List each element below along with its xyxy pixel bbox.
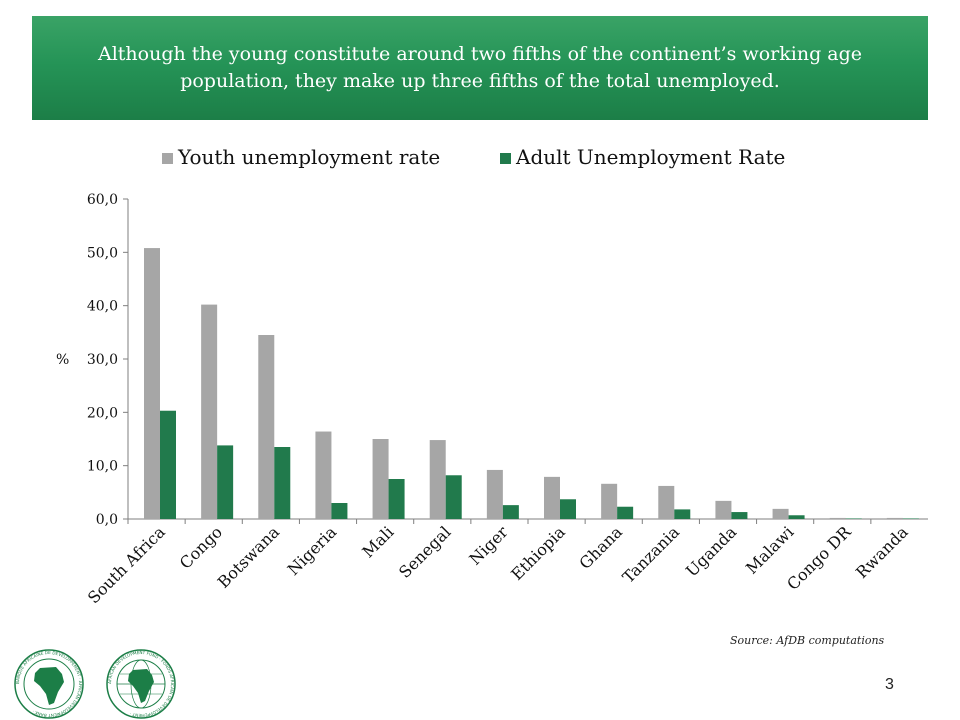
x-tick-label: Rwanda [852, 522, 912, 582]
youth-bar [258, 335, 275, 519]
afdb-logo: BANQUE AFRICAINE DE DEVELOPPEMENT · AFRI… [14, 649, 84, 719]
x-tick-label: Niger [465, 522, 512, 569]
y-tick-label: 0,0 [96, 512, 118, 528]
x-tick-label: Ghana [575, 522, 626, 573]
youth-bar [601, 483, 618, 519]
youth-bar [886, 517, 903, 519]
youth-bar [829, 517, 846, 519]
y-tick-label: 20,0 [87, 405, 118, 421]
adult-bar [388, 479, 405, 519]
page-number: 3 [885, 676, 894, 693]
adult-bar [845, 518, 862, 519]
x-tick-label: Nigeria [284, 522, 341, 579]
youth-bar [544, 476, 560, 519]
y-tick-label: 50,0 [87, 245, 118, 261]
youth-bar [372, 439, 389, 519]
youth-bar [486, 469, 503, 519]
adult-bar [217, 445, 234, 519]
y-tick-label: 10,0 [87, 459, 118, 475]
adult-bar [617, 506, 634, 519]
legend-swatch [162, 153, 173, 164]
legend-label: Youth unemployment rate [177, 145, 440, 169]
x-tick-label: Malawi [742, 522, 797, 577]
legend-swatch [500, 153, 511, 164]
legend-label: Adult Unemployment Rate [515, 145, 785, 169]
youth-bar [315, 431, 332, 519]
source-note: Source: AfDB computations [730, 634, 885, 647]
youth-bar [144, 248, 160, 520]
adult-bar [560, 499, 576, 519]
x-tick-label: Botswana [214, 522, 284, 592]
youth-bar [429, 440, 446, 519]
x-tick-label: Congo [176, 522, 226, 572]
bar-chart: Youth unemployment rate Adult Unemploymen… [56, 145, 928, 607]
x-tick-label: South Africa [84, 522, 169, 607]
youth-bar [772, 508, 789, 519]
adult-bar [502, 505, 519, 519]
banner-line-1: Although the young constitute around two… [97, 43, 863, 65]
banner-title: Although the young constitute around two… [98, 41, 862, 95]
title-banner: Although the young constitute around two… [32, 16, 928, 120]
x-tick-label: Ethiopia [507, 522, 569, 584]
youth-bar [715, 500, 732, 519]
adf-logo: AFRICAN DEVELOPMENT FUND · FONDS AFRICAI… [106, 649, 176, 719]
x-tick-label: Senegal [395, 522, 454, 581]
youth-bar [658, 485, 675, 519]
adult-bar [274, 447, 291, 519]
y-tick-label: 60,0 [87, 192, 118, 208]
x-tick-label: Uganda [682, 522, 741, 581]
adult-bar [731, 512, 748, 519]
adult-bar [331, 503, 348, 519]
adult-bar [445, 475, 462, 519]
adult-bar [788, 515, 805, 519]
x-tick-label: Tanzania [619, 522, 684, 587]
adult-bar [902, 518, 919, 519]
banner-line-2: population, they make up three fifths of… [180, 70, 780, 92]
y-tick-label: 30,0 [87, 352, 118, 368]
x-tick-label: Mali [358, 522, 397, 561]
y-axis-label: % [56, 352, 69, 368]
adult-bar [160, 410, 176, 519]
adult-bar [674, 509, 691, 519]
youth-bar [201, 304, 218, 519]
y-tick-label: 40,0 [87, 299, 118, 315]
